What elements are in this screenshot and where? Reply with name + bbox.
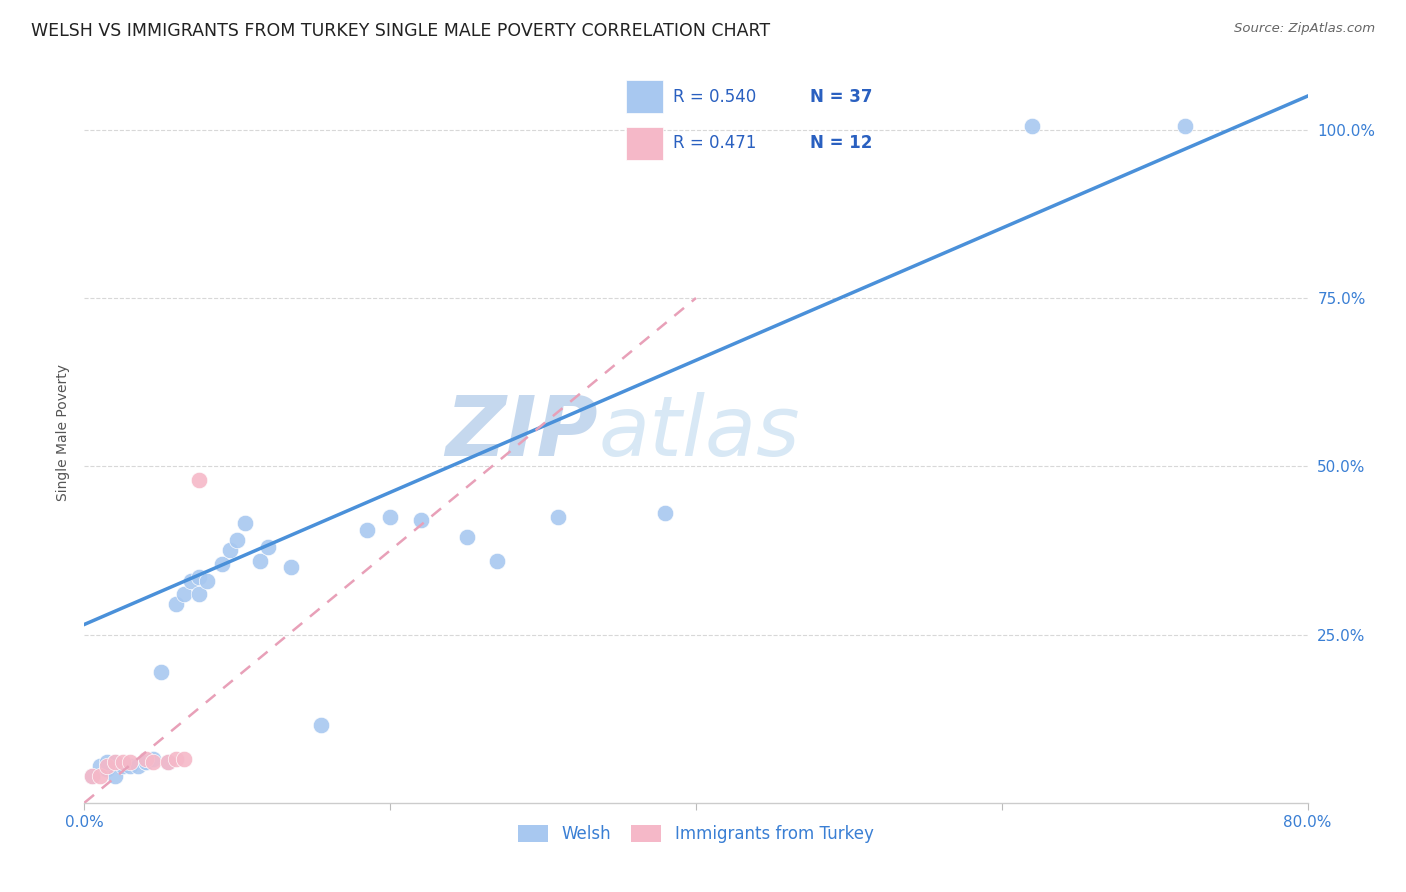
Point — [165, 597, 187, 611]
Text: atlas: atlas — [598, 392, 800, 473]
Point — [211, 557, 233, 571]
Y-axis label: Single Male Poverty: Single Male Poverty — [56, 364, 70, 501]
Point — [149, 665, 172, 679]
Point — [173, 587, 195, 601]
Point — [157, 756, 180, 770]
Point — [280, 560, 302, 574]
Point — [257, 540, 280, 554]
Point — [547, 509, 569, 524]
Point — [226, 533, 249, 548]
Point — [80, 769, 103, 783]
Point — [654, 507, 676, 521]
Legend: Welsh, Immigrants from Turkey: Welsh, Immigrants from Turkey — [512, 819, 880, 850]
Point — [89, 769, 111, 783]
Point — [120, 758, 142, 772]
Point — [111, 758, 134, 772]
Point — [188, 587, 211, 601]
Point — [165, 752, 187, 766]
Point — [135, 756, 157, 770]
Point — [188, 570, 211, 584]
Point — [135, 756, 157, 770]
Point — [96, 756, 118, 770]
Point — [135, 752, 157, 766]
Point — [233, 516, 256, 531]
Point — [1021, 120, 1043, 134]
Point — [409, 513, 432, 527]
Point — [356, 523, 378, 537]
Point — [80, 769, 103, 783]
Point — [180, 574, 202, 588]
Point — [157, 756, 180, 770]
Point — [142, 752, 165, 766]
Text: Source: ZipAtlas.com: Source: ZipAtlas.com — [1234, 22, 1375, 36]
Point — [173, 752, 195, 766]
Point — [188, 473, 211, 487]
Text: ZIP: ZIP — [446, 392, 598, 473]
Point — [127, 758, 149, 772]
Point — [249, 553, 271, 567]
Point — [96, 762, 118, 776]
Point — [486, 553, 509, 567]
Text: WELSH VS IMMIGRANTS FROM TURKEY SINGLE MALE POVERTY CORRELATION CHART: WELSH VS IMMIGRANTS FROM TURKEY SINGLE M… — [31, 22, 770, 40]
Point — [218, 543, 240, 558]
Point — [111, 756, 134, 770]
Point — [142, 756, 165, 770]
Point — [104, 756, 127, 770]
Point — [96, 758, 118, 772]
Point — [89, 758, 111, 772]
Point — [104, 756, 127, 770]
Point — [195, 574, 218, 588]
Point — [104, 769, 127, 783]
Point — [311, 718, 333, 732]
Point — [380, 509, 402, 524]
Point — [120, 756, 142, 770]
Point — [1174, 120, 1197, 134]
Point — [456, 530, 478, 544]
